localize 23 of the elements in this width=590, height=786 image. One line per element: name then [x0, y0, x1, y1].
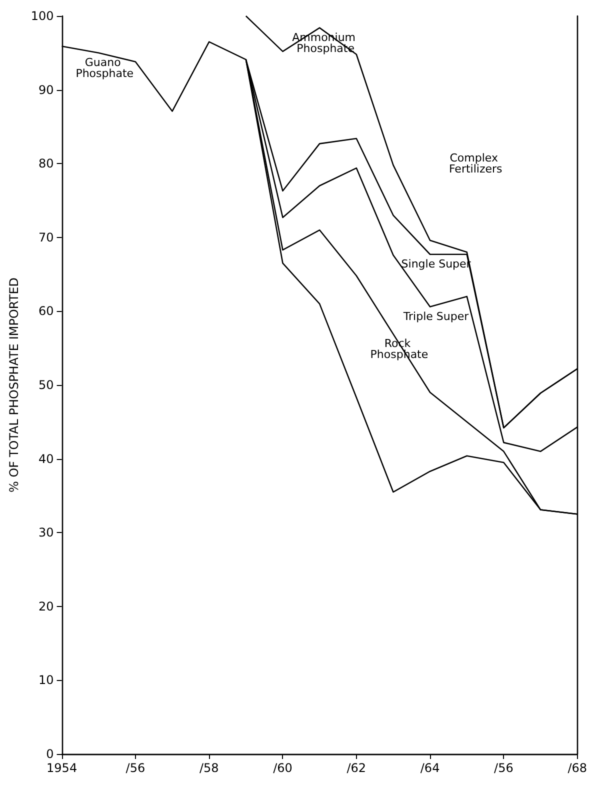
series-label: Triple Super — [402, 310, 470, 323]
y-tick-label: 30 — [38, 526, 54, 540]
y-tick-label: 70 — [38, 230, 54, 244]
y-tick-label: 100 — [30, 9, 54, 23]
y-tick-label: 90 — [38, 82, 54, 97]
annotation: Complex Fertilizers — [448, 152, 503, 176]
y-tick-label: 10 — [38, 673, 54, 688]
y-tick-label: 60 — [38, 304, 54, 318]
x-tick-label: /58 — [199, 761, 219, 775]
x-tick-label: /56 — [126, 761, 146, 775]
x-tick-label: /64 — [420, 761, 440, 775]
x-tick-label: /62 — [346, 761, 366, 775]
x-tick-label: /68 — [568, 761, 587, 775]
y-tick-label: 0 — [46, 747, 54, 761]
series-label: Guano Phosphate — [76, 56, 134, 80]
y-axis-title: % OF TOTAL PHOSPHATE IMPORTED — [7, 277, 21, 493]
x-tick-label: /60 — [273, 761, 292, 775]
y-tick-label: 80 — [38, 156, 54, 171]
y-tick-label: 50 — [38, 378, 54, 392]
x-tick-label: /56 — [494, 761, 514, 775]
y-tick-label: 40 — [38, 452, 54, 466]
x-tick-label: 1954 — [46, 761, 78, 775]
y-tick-label: 20 — [38, 599, 54, 614]
